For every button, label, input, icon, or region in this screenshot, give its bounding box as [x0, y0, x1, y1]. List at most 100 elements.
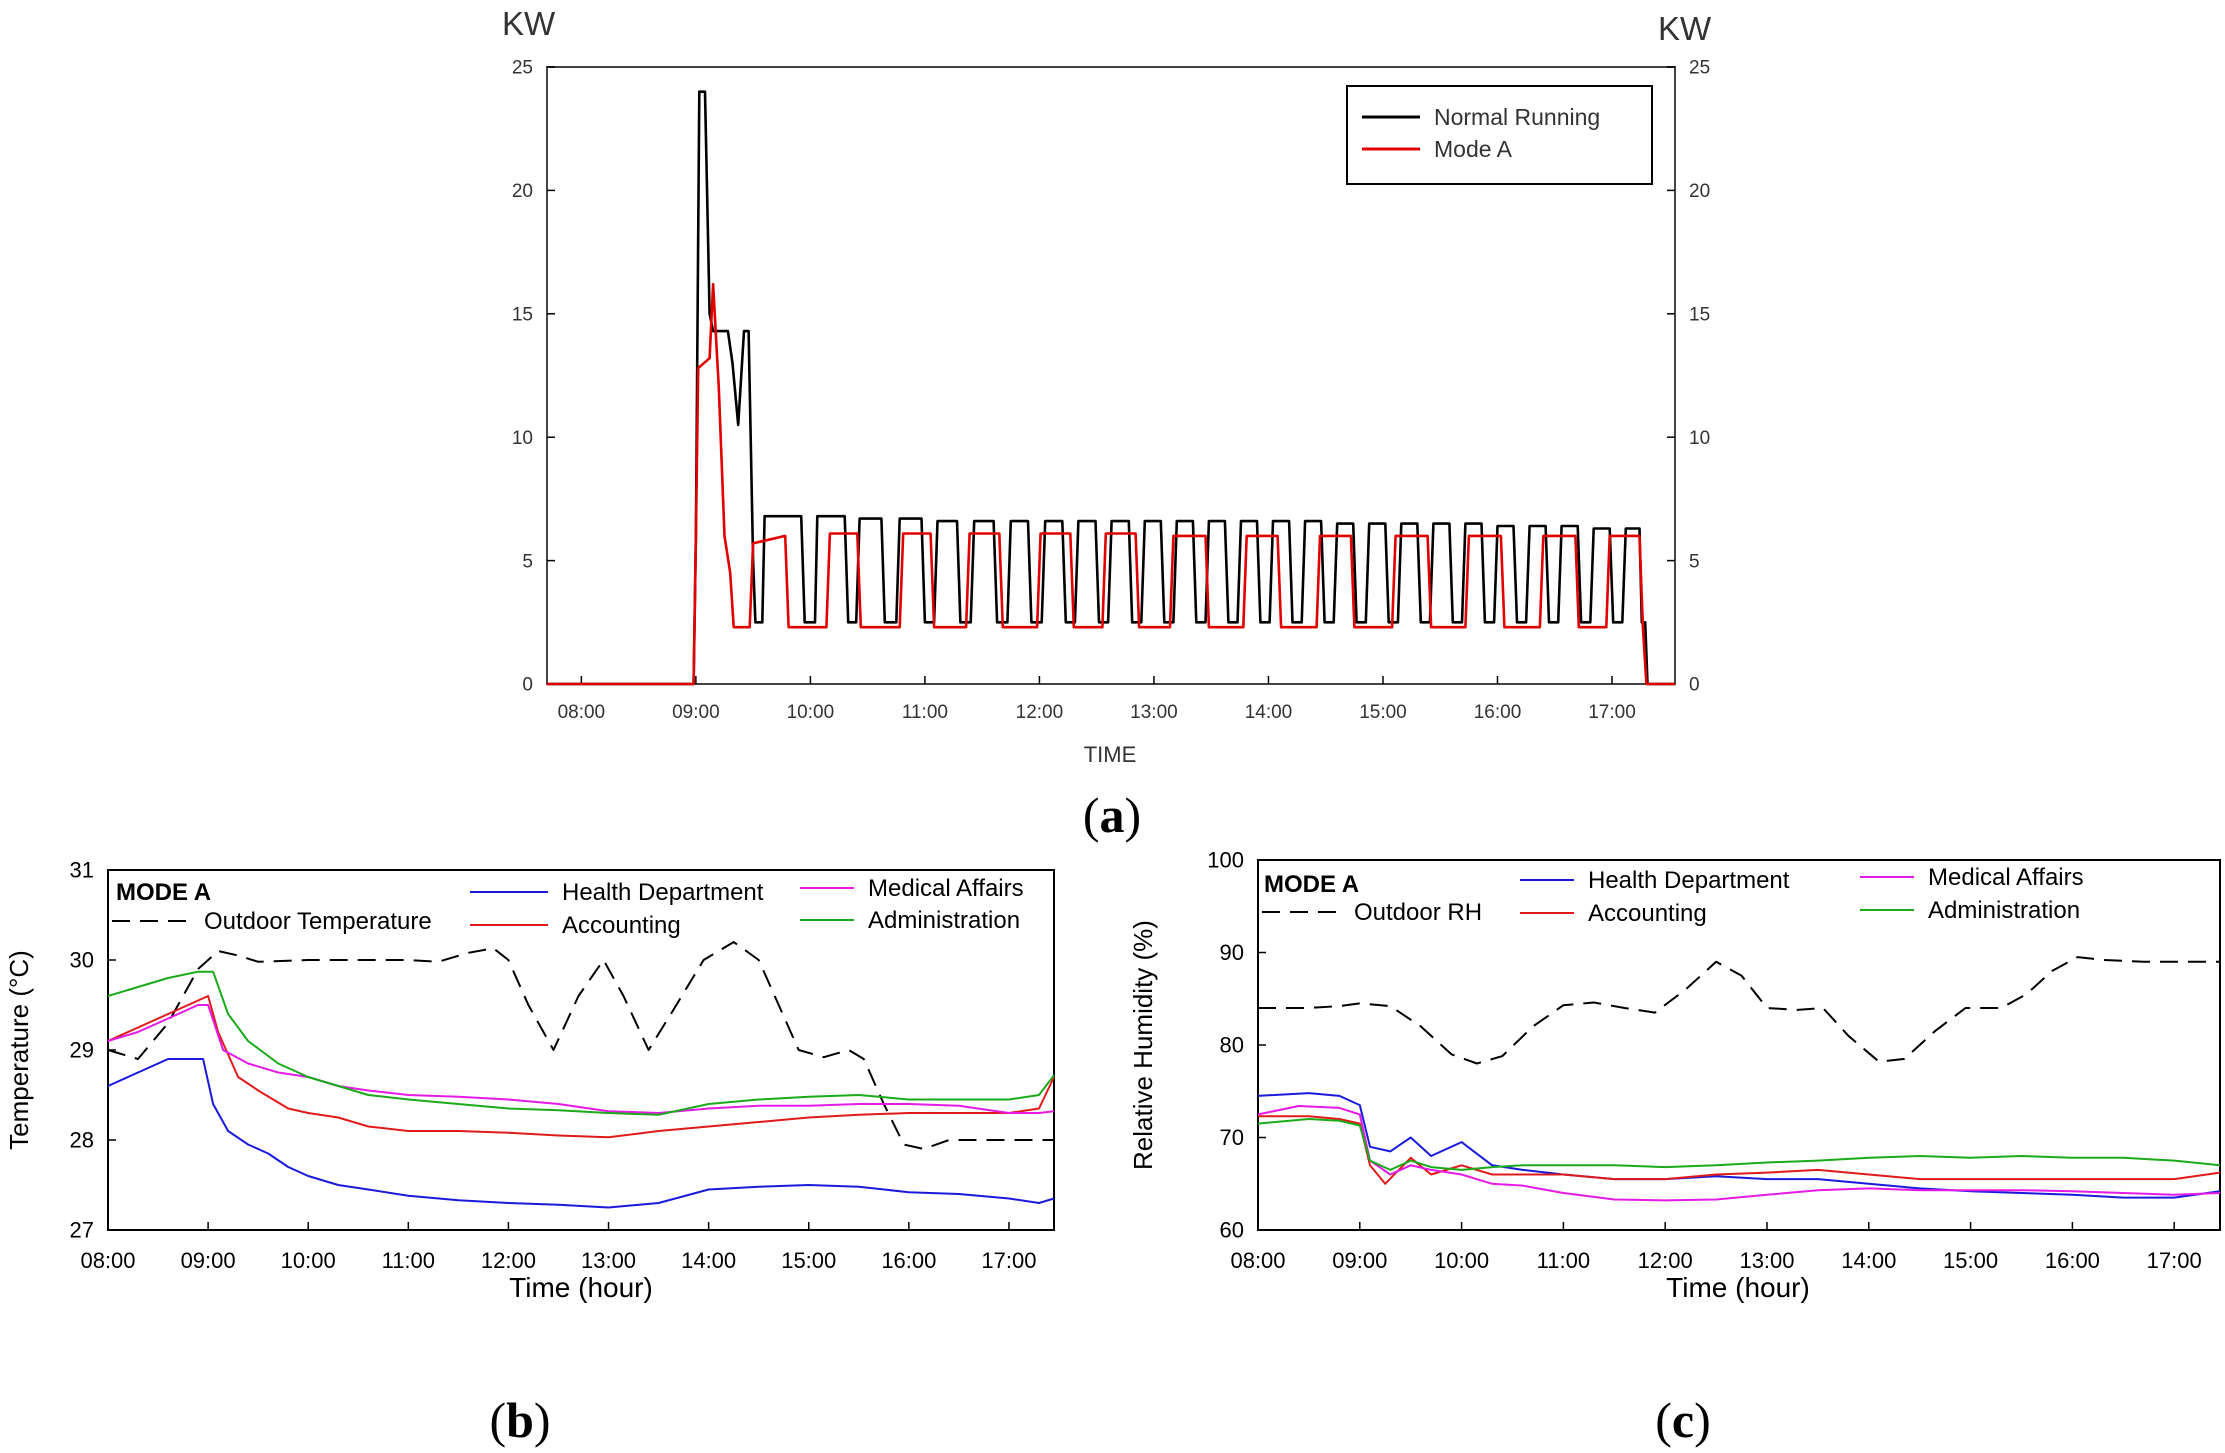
x-axis-title: Time (hour): [509, 1272, 653, 1303]
legend-entry: Outdoor Temperature: [204, 908, 432, 935]
series-line-normal-running: [547, 90, 1675, 686]
legend-entry: Administration: [868, 907, 1020, 934]
panel-label-letter: c: [1672, 1392, 1694, 1448]
panel-label-a: (a): [1083, 787, 1141, 843]
x-tick-label: 14:00: [1841, 1248, 1896, 1273]
x-tick-label: 15:00: [1943, 1248, 1998, 1273]
panel-label-close: ): [1125, 787, 1142, 843]
y-tick-label: 28: [70, 1128, 94, 1153]
x-tick-label: 10:00: [787, 702, 835, 723]
legend-entry: Medical Affairs: [1928, 864, 2084, 891]
legend: Normal Running Mode A: [1346, 85, 1653, 185]
y-tick-label: 30: [70, 948, 94, 973]
x-tick-label: 13:00: [1739, 1248, 1794, 1273]
x-tick-label: 17:00: [981, 1248, 1036, 1273]
series-line-medical-affairs: [107, 1004, 1055, 1114]
legend-entry: Mode A: [1434, 136, 1513, 162]
series-line-administration: [1257, 1118, 2221, 1171]
panel-label-open: (: [1083, 787, 1100, 843]
plot-frame: [107, 869, 1055, 1231]
x-tick-label: 11:00: [1537, 1248, 1590, 1273]
legend-box: [1346, 85, 1653, 185]
x-tick-label: 09:00: [181, 1248, 236, 1273]
y-tick-label: 100: [1207, 848, 1244, 873]
x-tick-label: 14:00: [681, 1248, 736, 1273]
series-line-accounting: [1258, 1115, 2221, 1185]
legend-entry: Outdoor RH: [1354, 899, 1482, 926]
y-axis-unit-right: KW: [1658, 10, 1712, 47]
y-tick-label-right: 15: [1689, 304, 1710, 325]
legend-entry: Health Department: [562, 879, 764, 906]
y-tick-label-right: 25: [1689, 58, 1710, 79]
y-tick-label-right: 10: [1689, 428, 1710, 449]
y-tick-label: 90: [1220, 940, 1244, 965]
panel-label-open: (: [489, 1392, 506, 1448]
legend-entry: Medical Affairs: [868, 875, 1024, 902]
x-tick-label: 09:00: [672, 702, 720, 723]
y-tick-label: 29: [70, 1038, 94, 1063]
y-tick-label: 5: [522, 551, 533, 572]
panel-label-c: (c): [1655, 1392, 1711, 1448]
y-tick-label: 60: [1220, 1218, 1244, 1243]
legend-entry: Health Department: [1588, 867, 1790, 894]
x-tick-label: 15:00: [781, 1248, 836, 1273]
y-tick-label: 10: [512, 428, 533, 449]
y-tick-label-right: 20: [1689, 181, 1710, 202]
y-tick-label: 25: [512, 58, 533, 79]
legend-entry: Administration: [1928, 897, 2080, 924]
panel-label-b: (b): [489, 1392, 550, 1448]
x-tick-label: 12:00: [1638, 1248, 1693, 1273]
x-tick-label: 16:00: [2045, 1248, 2100, 1273]
x-tick-label: 11:00: [382, 1248, 435, 1273]
x-tick-label: 16:00: [881, 1248, 936, 1273]
y-tick-label-right: 5: [1689, 551, 1700, 572]
panel-label-letter: b: [506, 1392, 534, 1448]
series-line-outdoor-temperature: [107, 941, 1054, 1150]
plot-frame: [1257, 859, 2221, 1231]
x-tick-label: 17:00: [1588, 702, 1636, 723]
legend-entry: Accounting: [1588, 900, 1707, 927]
y-tick-label: 70: [1220, 1125, 1244, 1150]
x-tick-label: 12:00: [1016, 702, 1064, 723]
x-tick-label: 13:00: [1130, 702, 1178, 723]
mode-annotation: MODE A: [1264, 871, 1359, 898]
y-tick-label: 0: [522, 675, 533, 696]
x-tick-label: 09:00: [1332, 1248, 1387, 1273]
x-tick-label: 11:00: [902, 702, 948, 723]
y-tick-label: 80: [1220, 1033, 1244, 1058]
x-tick-label: 08:00: [1230, 1248, 1285, 1273]
y-axis-title: Temperature (°C): [4, 950, 34, 1150]
panel-label-open: (: [1655, 1392, 1672, 1448]
series-line-administration: [107, 970, 1055, 1116]
x-tick-label: 12:00: [481, 1248, 536, 1273]
series-line-accounting: [107, 995, 1055, 1139]
y-tick-label: 31: [70, 858, 94, 883]
x-axis-title: Time (hour): [1666, 1272, 1810, 1303]
x-axis-title: TIME: [1084, 742, 1137, 767]
y-tick-label: 15: [512, 304, 533, 325]
x-tick-label: 15:00: [1359, 702, 1407, 723]
panel-label-close: ): [1694, 1392, 1711, 1448]
x-tick-label: 13:00: [581, 1248, 636, 1273]
legend-entry: Normal Running: [1434, 104, 1600, 130]
mode-annotation: MODE A: [116, 879, 211, 906]
x-tick-label: 10:00: [281, 1248, 336, 1273]
x-tick-label: 17:00: [2147, 1248, 2202, 1273]
y-tick-label-right: 0: [1689, 675, 1700, 696]
legend-entry: Accounting: [562, 912, 681, 939]
x-tick-label: 08:00: [80, 1248, 135, 1273]
x-tick-label: 16:00: [1474, 702, 1522, 723]
y-axis-title: Relative Humidity (%): [1128, 920, 1158, 1170]
x-tick-label: 10:00: [1434, 1248, 1489, 1273]
series-line-mode-a: [547, 282, 1675, 686]
y-axis-unit-left: KW: [502, 5, 556, 42]
y-tick-label: 20: [512, 181, 533, 202]
y-tick-label: 27: [70, 1218, 94, 1243]
legend-b: Outdoor Temperature Health Department Acco…: [112, 875, 1024, 939]
series-line-health-department: [107, 1058, 1055, 1209]
legend-c: Outdoor RH Health Department Accounting Med…: [1262, 864, 2084, 927]
series-line-outdoor-rh: [1258, 956, 2220, 1065]
panel-label-letter: a: [1100, 787, 1125, 843]
chart-panel-c: 60 70 80 90 100 08:00 09:00 10:00 11:00 12:00 13:0…: [1207, 848, 2221, 1273]
